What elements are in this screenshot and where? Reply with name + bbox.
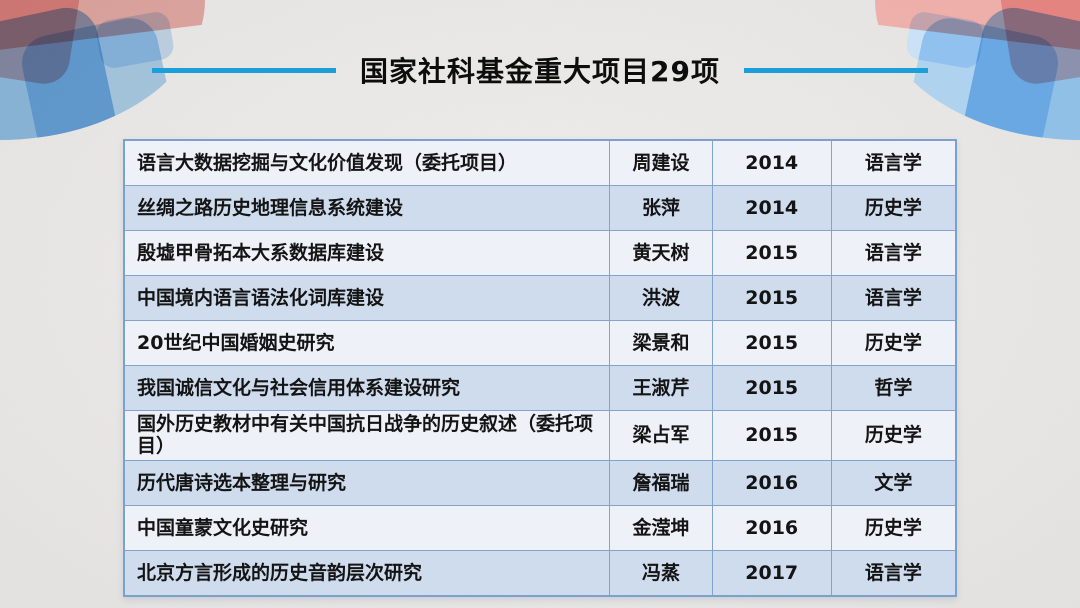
discipline-cell: 语言学 <box>830 139 957 186</box>
pink-band-shape <box>0 0 205 55</box>
discipline-cell: 历史学 <box>830 185 957 231</box>
table-row: 丝绸之路历史地理信息系统建设 张萍 2014 历史学 <box>123 185 957 231</box>
project-name-cell: 国外历史教材中有关中国抗日战争的历史叙述（委托项目） <box>123 410 611 461</box>
projects-table: 语言大数据挖掘与文化价值发现（委托项目） 周建设 2014 语言学 丝绸之路历史… <box>123 139 957 597</box>
year-cell: 2015 <box>711 275 832 321</box>
year-cell: 2015 <box>711 320 832 366</box>
title-row: 国家社科基金重大项目29项 <box>0 50 1080 90</box>
discipline-cell: 哲学 <box>830 365 957 411</box>
leader-name-cell: 金滢坤 <box>609 504 713 551</box>
discipline-cell: 文学 <box>830 459 957 506</box>
year-cell: 2017 <box>711 549 832 597</box>
discipline-cell: 历史学 <box>830 410 957 461</box>
project-name-cell: 20世纪中国婚姻史研究 <box>123 320 611 366</box>
project-name-cell: 殷墟甲骨拓本大系数据库建设 <box>123 230 611 276</box>
project-name-cell: 语言大数据挖掘与文化价值发现（委托项目） <box>123 139 611 186</box>
table-row: 20世纪中国婚姻史研究 梁景和 2015 历史学 <box>123 320 957 366</box>
discipline-cell: 历史学 <box>830 504 957 551</box>
table-row: 中国童蒙文化史研究 金滢坤 2016 历史学 <box>123 504 957 551</box>
project-name-cell: 历代唐诗选本整理与研究 <box>123 459 611 506</box>
title-divider-right <box>743 67 928 73</box>
year-cell: 2015 <box>711 230 832 276</box>
table-row: 国外历史教材中有关中国抗日战争的历史叙述（委托项目） 梁占军 2015 历史学 <box>123 410 957 461</box>
leader-name-cell: 王淑芹 <box>609 365 713 411</box>
leader-name-cell: 梁景和 <box>609 320 713 366</box>
project-name-cell: 中国境内语言语法化词库建设 <box>123 275 611 321</box>
table-row: 历代唐诗选本整理与研究 詹福瑞 2016 文学 <box>123 459 957 506</box>
table-row: 北京方言形成的历史音韵层次研究 冯蒸 2017 语言学 <box>123 549 957 597</box>
project-name-cell: 中国童蒙文化史研究 <box>123 504 611 551</box>
year-cell: 2016 <box>711 459 832 506</box>
title-divider-left <box>152 67 337 73</box>
discipline-cell: 历史学 <box>830 320 957 366</box>
pink-band-shape <box>875 0 1080 55</box>
table-row: 我国诚信文化与社会信用体系建设研究 王淑芹 2015 哲学 <box>123 365 957 411</box>
year-cell: 2015 <box>711 365 832 411</box>
leader-name-cell: 詹福瑞 <box>609 459 713 506</box>
project-name-cell: 我国诚信文化与社会信用体系建设研究 <box>123 365 611 411</box>
leader-name-cell: 黄天树 <box>609 230 713 276</box>
leader-name-cell: 冯蒸 <box>609 549 713 597</box>
slide-title: 国家社科基金重大项目29项 <box>360 55 720 88</box>
project-name-cell: 北京方言形成的历史音韵层次研究 <box>123 549 611 597</box>
project-name-cell: 丝绸之路历史地理信息系统建设 <box>123 185 611 231</box>
year-cell: 2016 <box>711 504 832 551</box>
year-cell: 2014 <box>711 139 832 186</box>
discipline-cell: 语言学 <box>830 275 957 321</box>
year-cell: 2015 <box>711 410 832 461</box>
table-row: 语言大数据挖掘与文化价值发现（委托项目） 周建设 2014 语言学 <box>123 139 957 186</box>
year-cell: 2014 <box>711 185 832 231</box>
table-row: 中国境内语言语法化词库建设 洪波 2015 语言学 <box>123 275 957 321</box>
table-row: 殷墟甲骨拓本大系数据库建设 黄天树 2015 语言学 <box>123 230 957 276</box>
discipline-cell: 语言学 <box>830 549 957 597</box>
leader-name-cell: 梁占军 <box>609 410 713 461</box>
leader-name-cell: 周建设 <box>609 139 713 186</box>
leader-name-cell: 张萍 <box>609 185 713 231</box>
leader-name-cell: 洪波 <box>609 275 713 321</box>
discipline-cell: 语言学 <box>830 230 957 276</box>
